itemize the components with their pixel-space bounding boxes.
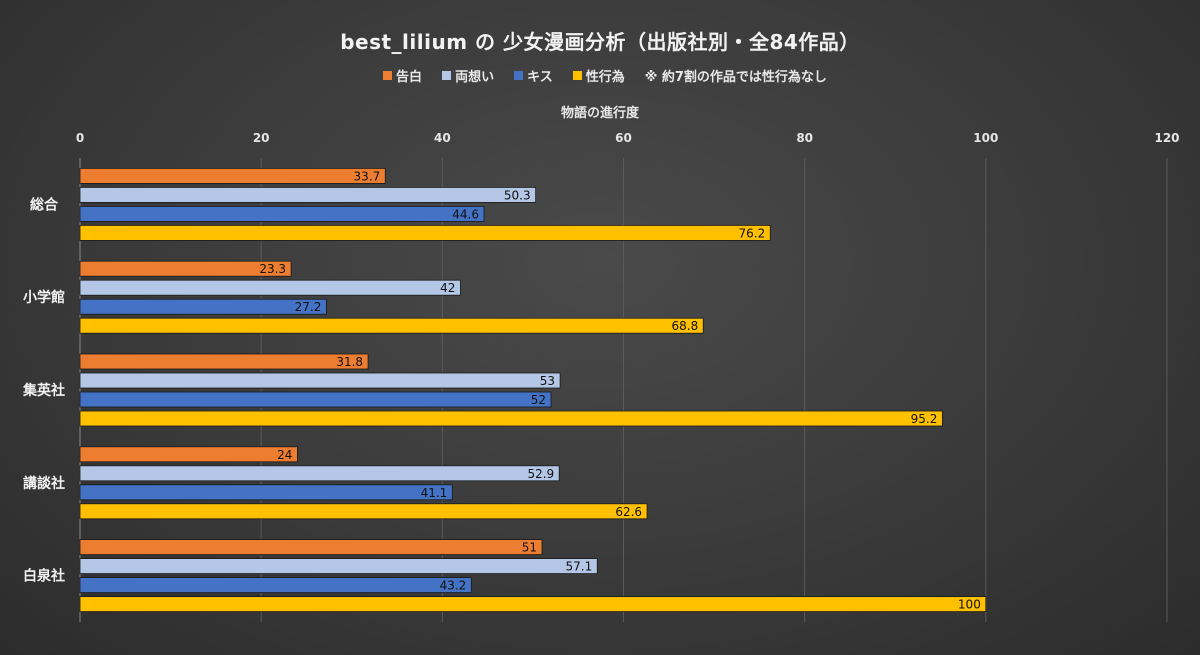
data-label: 41.1 [421, 486, 448, 500]
legend-label: 性行為 [585, 70, 625, 85]
x-tick-label: 20 [253, 131, 270, 145]
legend-swatch [442, 71, 452, 80]
legend-swatch [572, 71, 582, 80]
bar [79, 317, 704, 334]
x-tick-label: 40 [434, 131, 451, 145]
x-tick-label: 60 [615, 131, 632, 145]
data-label: 24 [277, 448, 292, 462]
category-label: 白泉社 [23, 568, 65, 585]
bar [79, 372, 561, 389]
bar [79, 446, 298, 463]
category-label: 小学館 [23, 289, 65, 306]
x-axis-title: 物語の進行度 [560, 106, 639, 121]
data-label: 52.9 [527, 467, 554, 481]
x-tick-label: 80 [796, 131, 813, 145]
bar [79, 260, 292, 277]
x-tick-label: 0 [76, 131, 84, 145]
bar [79, 205, 485, 222]
bar [79, 465, 560, 482]
data-label: 44.6 [452, 207, 479, 221]
bar [79, 484, 453, 501]
bar [79, 503, 648, 520]
data-label: 31.8 [336, 355, 363, 369]
data-label: 50.3 [504, 188, 531, 202]
data-label: 42 [440, 281, 455, 295]
bar [79, 167, 386, 184]
data-label: 33.7 [354, 169, 381, 183]
x-tick-label: 100 [973, 131, 998, 145]
category-label: 総合 [30, 196, 59, 213]
data-label: 51 [522, 541, 537, 555]
data-label: 68.8 [671, 319, 698, 333]
legend-swatch [514, 71, 524, 80]
legend-label: 両想い [455, 70, 495, 85]
bar [79, 410, 943, 427]
data-label: 52 [531, 393, 546, 407]
legend-note: ※ 約7割の作品では性行為なし [644, 70, 827, 85]
bar [79, 596, 987, 612]
data-label: 62.6 [615, 505, 642, 519]
data-label: 43.2 [440, 579, 467, 593]
bar [79, 391, 552, 408]
legend-item: キス [514, 66, 553, 85]
legend-item: 両想い [442, 66, 494, 85]
bar [79, 353, 369, 370]
data-label: 57.1 [566, 560, 593, 574]
legend-label: キス [527, 70, 553, 85]
chart-title: best_lilium の 少女漫画分析（出版社別・全84作品） [340, 30, 860, 54]
legend-item: 告白 [383, 66, 422, 85]
legend-item: 性行為 [572, 66, 625, 85]
data-label: 23.3 [259, 262, 286, 276]
bar [79, 558, 598, 574]
data-label: 76.2 [739, 226, 766, 240]
bar [79, 298, 327, 315]
data-label: 100 [958, 598, 981, 612]
category-label: 講談社 [23, 475, 65, 492]
data-label: 95.2 [911, 412, 938, 426]
legend-label: 告白 [396, 70, 423, 85]
data-label: 53 [540, 374, 555, 388]
legend-swatch [383, 71, 393, 80]
category-label: 集英社 [22, 382, 65, 399]
data-label: 27.2 [295, 300, 322, 314]
bar [79, 577, 472, 593]
legend: 告白 両想い キス 性行為 ※ 約7割の作品では性行為なし [0, 66, 1200, 85]
x-tick-label: 120 [1154, 131, 1179, 145]
bar [79, 186, 537, 203]
bar [79, 279, 461, 296]
bar [79, 539, 543, 555]
bar [79, 224, 771, 241]
